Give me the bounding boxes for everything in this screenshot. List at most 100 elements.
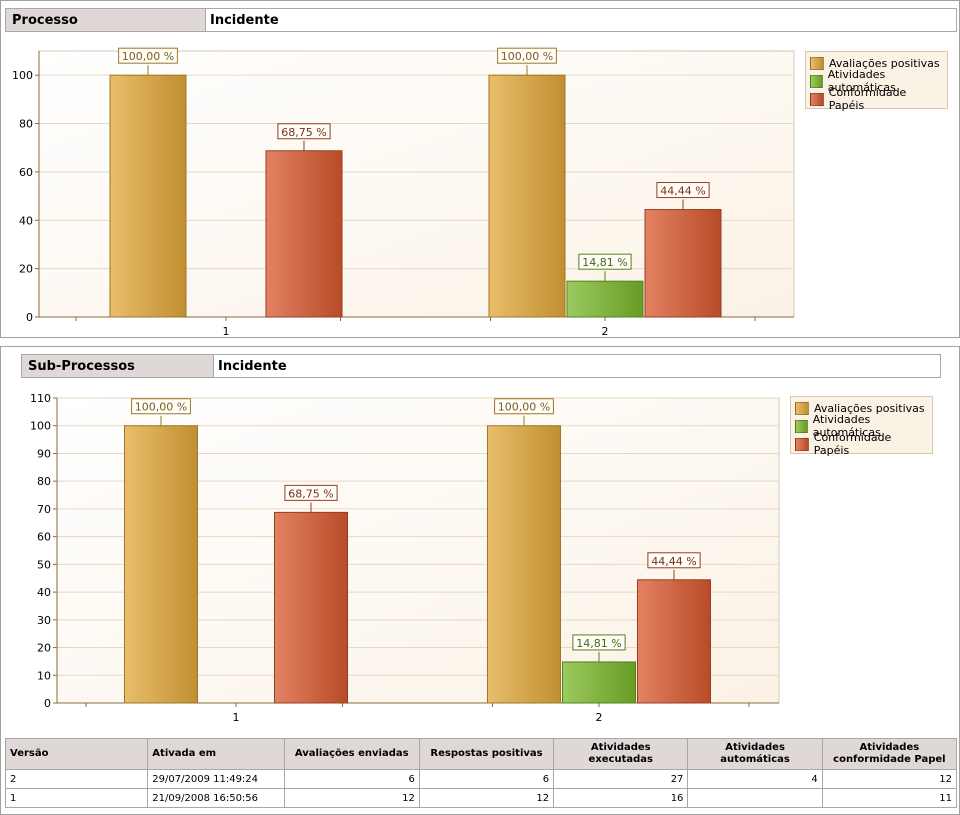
data-label-box xyxy=(497,47,557,64)
y-tick-label: 110 xyxy=(30,392,51,405)
y-tick-label: 40 xyxy=(19,214,33,227)
data-label: 100,00 % xyxy=(135,401,187,414)
data-label: 68,75 % xyxy=(288,487,333,500)
data-label-box xyxy=(572,634,626,651)
legend-item: Atividades automáticas xyxy=(795,413,928,439)
versions-table: Versão Ativada em Avaliações enviadas Re… xyxy=(4,738,958,808)
y-tick-label: 40 xyxy=(37,586,51,599)
legend-item: Avaliações positivas xyxy=(810,54,943,72)
legend-swatch xyxy=(810,56,824,70)
data-label: 14,81 % xyxy=(576,637,621,650)
legend-label: Avaliações positivas xyxy=(829,56,940,70)
cell-versao: 2 xyxy=(4,769,149,789)
data-label-box xyxy=(494,398,554,415)
data-label-box xyxy=(578,253,632,270)
bar xyxy=(488,74,566,318)
legend-label: Avaliações positivas xyxy=(814,401,925,415)
bar xyxy=(265,150,343,318)
data-label: 68,75 % xyxy=(281,126,326,139)
y-tick-label: 50 xyxy=(37,558,51,571)
data-label: 14,81 % xyxy=(582,256,627,269)
y-tick-label: 60 xyxy=(37,531,51,544)
legend-swatch xyxy=(795,437,809,451)
bar xyxy=(487,425,561,704)
x-tick-label: 2 xyxy=(602,325,609,338)
data-label: 100,00 % xyxy=(122,50,174,63)
legend-label: Atividades automáticas xyxy=(812,413,881,439)
y-tick-label: 100 xyxy=(30,420,51,433)
subprocessos-chart-legend: Avaliações positivas Atividades automátic… xyxy=(790,396,933,457)
y-tick-label: 80 xyxy=(37,475,51,488)
data-label-box xyxy=(131,398,191,415)
legend-item: Conformidade Papéis xyxy=(795,431,928,457)
processo-panel: Processo Incidente 0 20 40 60 80 100 100,00 % 6… xyxy=(0,0,960,338)
col-ativada-em[interactable]: Ativada em xyxy=(147,738,285,770)
legend-item: Avaliações positivas xyxy=(795,399,928,417)
data-label: 100,00 % xyxy=(501,50,553,63)
y-tick-label: 80 xyxy=(19,118,33,131)
bar xyxy=(562,661,636,704)
table-row[interactable]: 2 29/07/2009 11:49:24 6 6 27 4 12 xyxy=(4,769,958,789)
col-versao[interactable]: Versão xyxy=(4,738,149,770)
legend-item: Conformidade Papéis xyxy=(810,86,943,112)
y-tick-label: 60 xyxy=(19,166,33,179)
data-label-box xyxy=(656,182,710,199)
bar xyxy=(274,511,348,704)
legend-label: Conformidade Papéis xyxy=(813,431,892,457)
legend-swatch xyxy=(795,419,808,433)
table-row[interactable]: 1 21/09/2008 16:50:56 12 12 16 11 xyxy=(4,788,958,808)
cell-avaliacoes-enviadas: 6 xyxy=(283,769,420,789)
data-label-box xyxy=(284,484,338,501)
legend-swatch xyxy=(795,401,809,415)
y-tick-label: 100 xyxy=(12,69,33,82)
cell-avaliacoes-enviadas: 12 xyxy=(283,788,420,808)
x-tick-label: 2 xyxy=(596,711,603,724)
bar xyxy=(109,74,187,318)
table-header-row: Versão Ativada em Avaliações enviadas Re… xyxy=(4,738,958,770)
y-tick-label: 10 xyxy=(37,669,51,682)
cell-respostas-positivas: 12 xyxy=(418,788,555,808)
data-label: 44,44 % xyxy=(660,185,705,198)
processo-header: Processo Incidente xyxy=(5,8,957,32)
cell-atividades-conformidade-papel: 11 xyxy=(821,788,958,808)
col-atividades-executadas[interactable]: Atividades executadas xyxy=(553,738,689,770)
cell-atividades-executadas: 27 xyxy=(553,769,689,789)
y-tick-label: 0 xyxy=(44,697,51,710)
legend-swatch xyxy=(810,74,823,88)
y-tick-label: 20 xyxy=(37,642,51,655)
processo-bar-chart: 0 20 40 60 80 100 100,00 % 68,75 % 1 100,00 % 14,8… xyxy=(12,47,795,338)
legend-label: Atividades automáticas xyxy=(827,68,896,94)
col-avaliacoes-enviadas[interactable]: Avaliações enviadas xyxy=(283,738,420,770)
cell-atividades-automaticas xyxy=(687,788,823,808)
data-label: 100,00 % xyxy=(498,401,550,414)
y-tick-label: 0 xyxy=(26,311,33,324)
subprocessos-bar-chart: 0 10 20 30 40 50 60 70 80 90 100 110 100,00 % 68,75 %… xyxy=(30,392,780,724)
col-atividades-conformidade-papel[interactable]: Atividades conformidade Papel xyxy=(821,738,958,770)
processo-chart-legend: Avaliações positivas Atividades automátic… xyxy=(805,51,948,112)
col-atividades-automaticas[interactable]: Atividades automáticas xyxy=(687,738,823,770)
x-tick-label: 1 xyxy=(233,711,240,724)
legend-label: Conformidade Papéis xyxy=(828,86,907,112)
legend-swatch xyxy=(810,92,824,106)
legend-item: Atividades automáticas xyxy=(810,68,943,94)
y-tick-label: 20 xyxy=(19,263,33,276)
subprocessos-label: Sub-Processos xyxy=(22,355,214,377)
data-label-box xyxy=(118,47,178,64)
y-tick-label: 70 xyxy=(37,503,51,516)
cell-ativada-em: 29/07/2009 11:49:24 xyxy=(147,769,285,789)
y-tick-label: 30 xyxy=(37,614,51,627)
cell-versao: 1 xyxy=(4,788,149,808)
x-tick-label: 1 xyxy=(223,325,230,338)
data-label: 44,44 % xyxy=(651,555,696,568)
bar xyxy=(566,280,644,318)
y-tick-label: 90 xyxy=(37,447,51,460)
cell-atividades-conformidade-papel: 12 xyxy=(821,769,958,789)
subprocessos-header: Sub-Processos Incidente xyxy=(21,354,941,378)
bar xyxy=(644,209,722,318)
subprocessos-panel: Sub-Processos Incidente 0 10 20 30 40 50 60 70 8… xyxy=(0,346,960,815)
col-respostas-positivas[interactable]: Respostas positivas xyxy=(418,738,555,770)
cell-ativada-em: 21/09/2008 16:50:56 xyxy=(147,788,285,808)
processo-value: Incidente xyxy=(206,9,956,31)
processo-label: Processo xyxy=(6,9,206,31)
cell-atividades-executadas: 16 xyxy=(553,788,689,808)
